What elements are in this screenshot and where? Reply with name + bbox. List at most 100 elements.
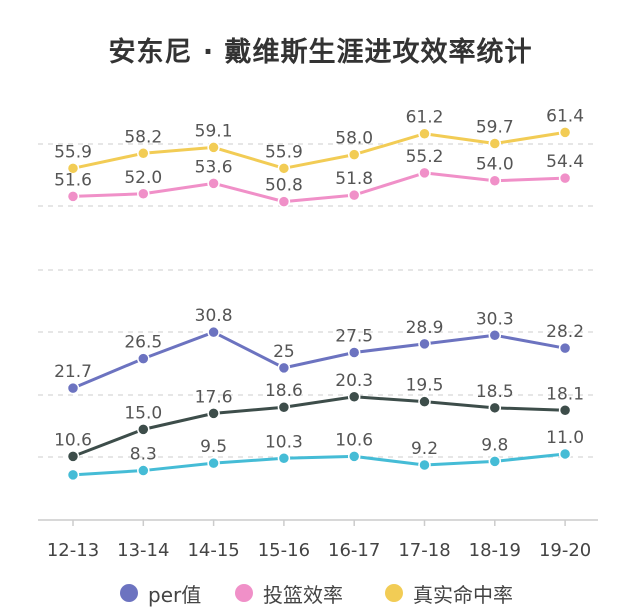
data-label: 20.3 — [335, 371, 373, 391]
data-label: 58.0 — [335, 129, 373, 149]
legend-item[interactable]: per值 — [120, 578, 201, 608]
data-label: 10.6 — [54, 430, 92, 450]
data-point — [558, 404, 572, 417]
data-point — [66, 381, 80, 395]
series-line-4 — [72, 452, 566, 477]
data-point — [277, 361, 291, 375]
data-point — [66, 468, 80, 482]
data-point — [277, 452, 291, 465]
data-label: 9.5 — [200, 437, 227, 457]
data-point — [66, 162, 80, 175]
data-label: 28.2 — [546, 322, 584, 342]
chart-title: 安东尼 · 戴维斯生涯进攻效率统计 — [108, 37, 533, 68]
data-point — [347, 148, 361, 161]
data-label: 59.7 — [476, 118, 514, 138]
data-point — [418, 458, 431, 472]
data-point — [347, 188, 361, 202]
data-point — [277, 162, 291, 175]
data-label: 52.0 — [124, 168, 162, 188]
line-chart: 12-13 13-14 14-15 15-16 16-17 17-18 18-19 19-20… — [38, 106, 598, 561]
data-point — [488, 137, 502, 150]
data-point — [207, 407, 220, 420]
data-point — [66, 190, 80, 203]
data-point — [558, 171, 572, 185]
data-point — [207, 325, 220, 339]
data-point — [137, 352, 150, 365]
data-label: 61.4 — [546, 106, 584, 126]
data-label: 61.2 — [406, 108, 444, 128]
legend-label: 真实命中率 — [413, 582, 513, 607]
legend-dot-icon — [385, 584, 403, 602]
data-point — [418, 166, 431, 180]
series-line-0 — [72, 130, 566, 170]
data-label: 9.2 — [411, 439, 438, 459]
data-point — [558, 341, 572, 355]
data-point — [137, 423, 150, 436]
data-label: 28.9 — [406, 318, 444, 338]
data-label: 59.1 — [195, 121, 233, 141]
data-point — [558, 447, 572, 461]
data-label: 15.0 — [124, 403, 162, 423]
data-point — [66, 450, 80, 463]
legend-label: 投篮效率 — [263, 582, 343, 607]
series-line-2 — [72, 330, 566, 390]
data-label: 55.9 — [265, 142, 303, 162]
data-point — [347, 450, 361, 463]
x-tick-label: 19-20 — [539, 540, 591, 561]
legend-item[interactable]: 真实命中率 — [385, 578, 513, 608]
legend-label: per值 — [148, 582, 202, 607]
data-label: 27.5 — [335, 326, 373, 346]
x-tick-label: 14-15 — [187, 540, 239, 561]
data-point — [277, 195, 291, 208]
data-label: 18.1 — [546, 384, 584, 404]
data-label: 10.6 — [335, 430, 373, 450]
data-label: 10.3 — [265, 432, 303, 452]
data-point — [488, 455, 502, 468]
data-label: 18.5 — [476, 382, 514, 402]
data-label: 51.6 — [54, 170, 92, 190]
x-tick-label: 16-17 — [328, 540, 380, 561]
data-point — [558, 126, 572, 139]
data-label: 55.9 — [54, 142, 92, 162]
legend-item[interactable]: 投篮效率 — [235, 578, 343, 608]
series-line-3 — [72, 395, 566, 458]
data-point — [347, 390, 361, 404]
legend-dot-icon — [235, 584, 253, 602]
x-tick-label: 13-14 — [117, 540, 169, 561]
data-label: 25 — [273, 342, 295, 362]
data-label: 21.7 — [54, 362, 92, 382]
data-label: 17.6 — [195, 387, 233, 407]
data-label: 11.0 — [546, 428, 584, 448]
x-tick-label: 18-19 — [469, 540, 521, 561]
data-label: 9.8 — [481, 435, 508, 455]
data-label: 55.2 — [406, 147, 444, 167]
data-point — [488, 401, 502, 415]
data-label: 58.2 — [124, 127, 162, 147]
data-point — [207, 141, 220, 154]
data-point — [418, 395, 431, 408]
x-tick-label: 12-13 — [47, 540, 99, 561]
x-tick-label: 17-18 — [398, 540, 450, 561]
data-label: 54.4 — [546, 152, 584, 172]
data-label: 18.6 — [265, 381, 303, 401]
data-point — [207, 456, 220, 470]
data-point — [207, 177, 220, 190]
data-label: 53.6 — [195, 157, 233, 177]
series-line-1 — [72, 171, 566, 204]
data-label: 51.8 — [335, 169, 373, 189]
data-label: 19.5 — [406, 376, 444, 396]
legend: per值 投篮效率 真实命中率 — [0, 578, 641, 613]
data-point — [418, 337, 431, 351]
data-point — [277, 400, 291, 414]
data-point — [137, 187, 150, 201]
data-label: 26.5 — [124, 333, 162, 353]
x-tick-label: 15-16 — [258, 540, 310, 561]
data-point — [137, 147, 150, 160]
data-point — [347, 346, 361, 359]
data-label: 8.3 — [130, 445, 157, 465]
data-point — [488, 174, 502, 187]
data-label: 30.3 — [476, 309, 514, 329]
legend-dot-icon — [120, 584, 138, 602]
data-point — [488, 329, 502, 342]
data-label: 30.8 — [195, 306, 233, 326]
